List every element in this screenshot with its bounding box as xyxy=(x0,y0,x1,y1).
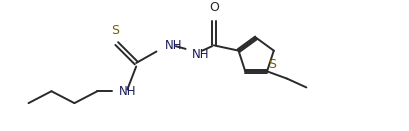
Text: O: O xyxy=(208,1,218,14)
Text: S: S xyxy=(267,58,275,71)
Text: S: S xyxy=(111,23,119,37)
Text: NH: NH xyxy=(118,85,136,98)
Text: NH: NH xyxy=(165,39,182,52)
Text: NH: NH xyxy=(191,48,209,61)
